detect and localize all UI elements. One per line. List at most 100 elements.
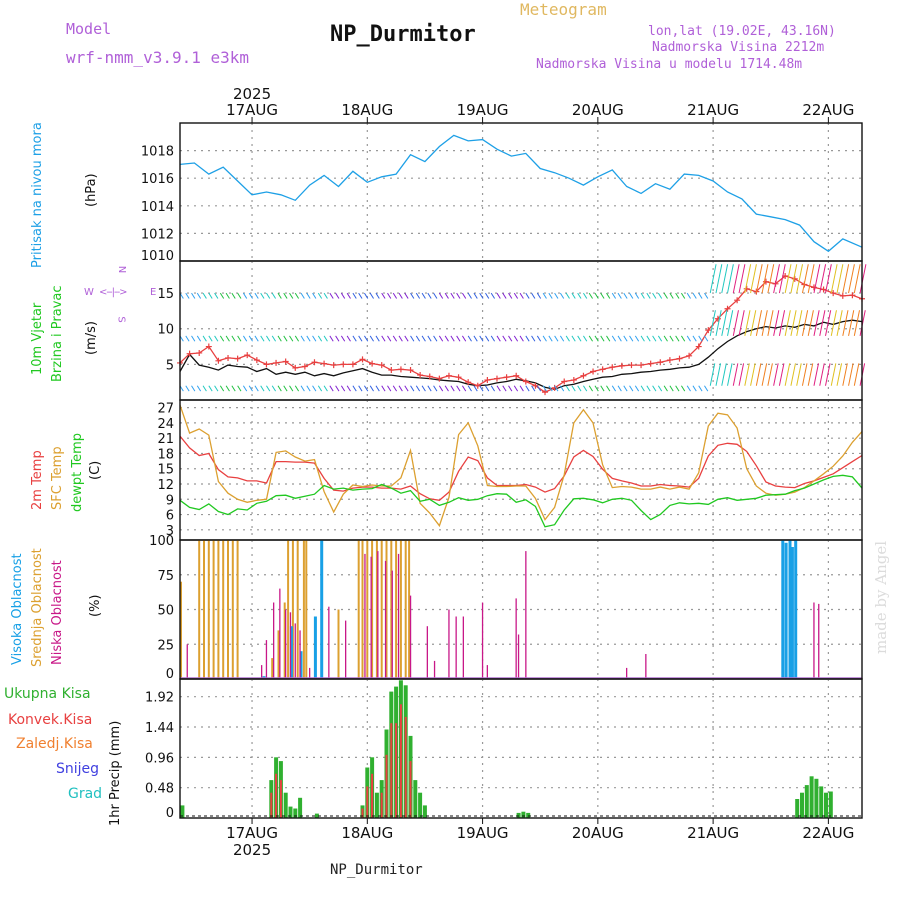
wind-barb [588,335,593,342]
wind-barb [588,385,593,392]
wind-barb [358,335,363,342]
wind-barb [675,385,680,392]
wind-barb [709,363,716,386]
wind-barb [629,335,634,342]
precip-total-bar [516,812,521,818]
wind-barb [732,264,740,294]
clouds-low-bar [462,616,464,679]
wind-barb [796,264,804,294]
wind-barb [554,385,559,392]
wind-barb [185,335,190,342]
wind-barb [225,385,230,392]
wind-barb [709,310,716,336]
wind-barb [479,385,484,392]
top-day-label: 18AUG [341,101,393,119]
wind-barb [323,335,328,342]
legend-frozen-rain: Zaledj.Kisa [16,736,93,752]
wind-barb [289,335,294,342]
clouds-low-bar [265,640,268,679]
clouds-mid-bar [227,540,229,679]
wind-barb [306,335,311,342]
wind-barb [289,385,294,392]
wind-barb [490,292,496,299]
wind-barb [202,292,207,299]
wind-barb [652,292,657,299]
precip-frame [179,678,863,819]
chart-kind-title: Meteogram [520,0,607,19]
wind-barb [750,363,756,386]
gust-point [205,343,212,350]
gust-point [196,349,203,356]
clouds-mid-bar [180,581,182,679]
wind-barb [767,363,773,386]
bottom-day-label: 22AUG [802,824,854,842]
gust-point [820,286,827,293]
wind-barb [542,292,547,299]
clouds-low-bar [481,602,484,679]
wind-barb [680,385,686,392]
wind-barb [744,264,752,294]
precip-convective-bar [270,792,273,818]
wind-barb [496,385,501,392]
temperature-ytick: 12 [157,478,174,493]
wind-barb [300,335,305,342]
wind-barb [381,335,386,342]
clouds-mid-bar [291,540,294,679]
wind-barb [842,310,849,336]
wind-barb [260,292,265,299]
altitude-label: Nadmorska Visina 2212m [652,40,825,55]
wind-barb [755,264,763,294]
wind-barb [738,264,746,294]
wind-barb [842,264,850,294]
wind-barb [715,264,723,294]
wind-barb [657,292,663,299]
temperature-ytick: 9 [166,493,174,508]
compass-arrows: <--|--> [99,287,128,298]
wind-barb [410,385,415,392]
wind-barb [548,292,553,299]
wind-barb [698,292,703,299]
clouds-mid-bar [203,540,205,679]
wind-barb [277,385,282,392]
precip-total-bar [413,780,418,818]
wind-barb [415,335,421,342]
wind-barb [663,292,668,299]
wind-barb [317,385,323,392]
clouds-ytick: 50 [157,604,174,619]
wind-barb [479,292,484,299]
gust-point [282,358,289,365]
wind-barb [825,310,832,336]
clouds-frame [179,539,863,680]
wind-barb [536,385,542,392]
wind-barb [813,310,820,336]
wind-barb [646,385,651,392]
precip-convective-bar [390,723,393,818]
wind-barb [807,310,814,336]
wind-barb [502,385,507,392]
gust-point [253,357,260,364]
wind-barb [323,385,328,392]
wind-barb [830,363,837,386]
wind-barb [421,292,426,299]
wind-barb [317,335,323,342]
wind-barb [191,385,196,392]
wind-barb [848,310,855,336]
wind-barb [208,335,213,342]
precip-total-bar [418,792,423,818]
wind-barb [277,335,282,342]
wind-barb [692,335,697,342]
gust-point [186,350,193,357]
wind-barb [680,335,686,342]
wind-barb [548,385,553,392]
wind-barb [634,292,640,299]
gust-point [830,290,837,297]
wind-gust-line [179,275,863,393]
temperature-ytick: 15 [157,463,174,478]
gust-point [628,362,635,369]
temperature-ytick: 6 [166,509,174,524]
wind-barb [853,264,861,294]
wind-barb [404,385,409,392]
wind-barb [277,292,282,299]
wind-barb [387,292,392,299]
wind-barb [565,292,570,299]
